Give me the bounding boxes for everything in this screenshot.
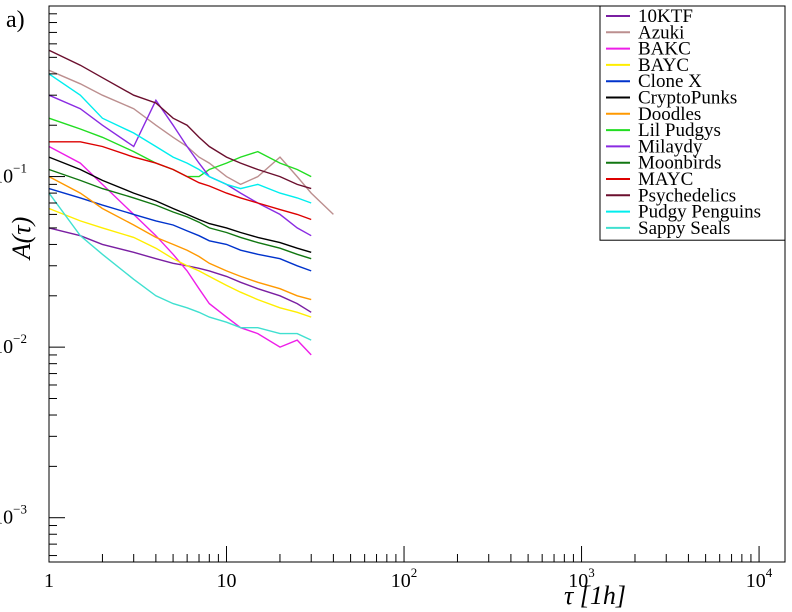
x-tick-label: 102 xyxy=(391,565,418,592)
x-tick-label: 1 xyxy=(44,570,54,592)
legend-entry: Pudgy Penguins xyxy=(638,202,761,223)
x-tick-label: 10 xyxy=(217,570,237,592)
y-axis-label: A(τ) xyxy=(7,217,36,262)
legend-entry: Moonbirds xyxy=(638,153,721,174)
legend-entry: BAYC xyxy=(638,55,689,76)
y-tick-label: 10−2 xyxy=(0,331,27,358)
x-tick-label: 104 xyxy=(746,565,773,592)
panel-label: a) xyxy=(6,7,25,33)
series-line-milaydy xyxy=(48,94,312,237)
legend-entry: BAKC xyxy=(638,39,691,60)
legend-entry: Doodles xyxy=(638,104,701,125)
legend-entry: Psychedelics xyxy=(638,185,736,206)
series-line-clone-x xyxy=(48,187,312,272)
series-line-psychedelics xyxy=(48,49,312,190)
series-line-cryptopunks xyxy=(48,156,312,253)
series-line-doodles xyxy=(48,175,312,301)
series-layer xyxy=(48,49,334,356)
series-line-sappy-seals xyxy=(48,192,312,341)
legend-entry: Sappy Seals xyxy=(638,218,730,239)
legend-entry: Lil Pudgys xyxy=(638,120,721,141)
legend-entry: Azuki xyxy=(638,22,684,43)
legend-entry: MAYC xyxy=(638,169,693,190)
series-line-lil-pudgys xyxy=(48,117,312,178)
series-line-mayc xyxy=(49,141,312,221)
legend-entry: CryptoPunks xyxy=(638,88,737,109)
series-line-bakc xyxy=(48,145,312,356)
series-line-bayc xyxy=(48,207,312,318)
series-line-moonbirds xyxy=(48,168,312,260)
plot-frame xyxy=(48,5,786,563)
y-tick-label: 10−1 xyxy=(0,161,27,188)
x-axis-label: τ [1h] xyxy=(564,581,626,610)
y-tick-label: 10−3 xyxy=(0,502,27,529)
legend-entry: 10KTF xyxy=(638,6,693,27)
legend-entry: Milaydy xyxy=(638,136,703,157)
legend-entry: Clone X xyxy=(638,71,702,92)
series-line-10ktf xyxy=(48,227,312,313)
series-line-pudgy-penguins xyxy=(48,73,312,204)
legend-box xyxy=(599,5,786,241)
